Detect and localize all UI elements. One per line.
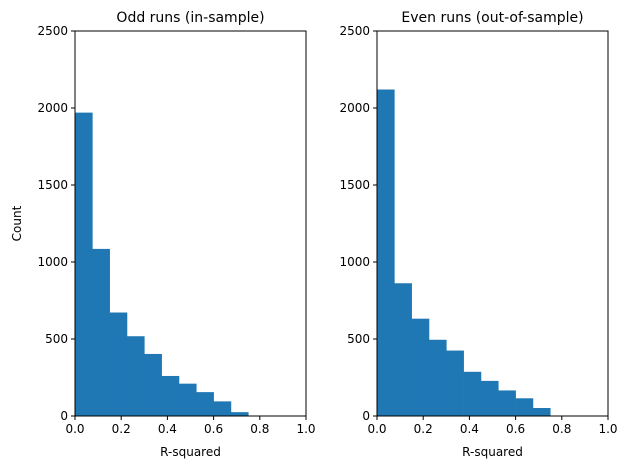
y-tick-label: 2500 — [339, 24, 370, 38]
y-tick-label: 1000 — [37, 255, 68, 269]
y-tick-label: 1500 — [37, 178, 68, 192]
y-tick-label: 500 — [347, 332, 370, 346]
x-tick-label: 1.0 — [296, 422, 315, 436]
histogram-bar — [196, 392, 214, 416]
y-tick-label: 1000 — [339, 255, 370, 269]
histogram-bar — [411, 318, 430, 416]
x-tick-label: 1.0 — [598, 422, 617, 436]
x-tick-label: 0.2 — [414, 422, 433, 436]
histogram-bar — [126, 336, 145, 416]
y-tick-label: 2500 — [37, 24, 68, 38]
x-tick-label: 0.8 — [552, 422, 571, 436]
y-tick-label: 0 — [60, 409, 68, 423]
y-tick-label: 1500 — [339, 178, 370, 192]
y-axis-label: Count — [10, 205, 24, 241]
histogram-bar — [213, 401, 232, 416]
histogram-bar — [230, 412, 249, 416]
histogram-bar — [161, 375, 180, 416]
histogram-bar — [463, 371, 482, 416]
chart-panel-1: 0.0 0.2 0.4 0.6 0.8 1.0 0 500 1000 1500 2000 2500 Od… — [10, 10, 316, 459]
y-tick-label: 500 — [45, 332, 68, 346]
histogram-bar — [377, 89, 395, 417]
x-axis-label: R-squared — [160, 445, 221, 459]
chart-panel-2: 0.0 0.2 0.4 0.6 0.8 1.0 0 500 1000 1500 2000 2500 Ev… — [339, 10, 617, 459]
x-tick-label: 0.6 — [204, 422, 223, 436]
x-tick-label: 0.0 — [65, 422, 84, 436]
histogram-bar — [178, 383, 197, 416]
histogram-bar — [532, 407, 551, 416]
chart-title: Even runs (out-of-sample) — [401, 10, 583, 26]
x-tick-label: 0.4 — [158, 422, 177, 436]
plot-frame — [74, 30, 307, 417]
histogram-bar — [515, 398, 534, 416]
histogram-bar — [480, 380, 499, 416]
histogram-bar — [92, 248, 110, 416]
histogram-bar — [394, 283, 412, 416]
x-tick-label: 0.8 — [250, 422, 269, 436]
x-tick-label: 0.0 — [367, 422, 386, 436]
histogram-bar — [446, 350, 464, 416]
histogram-bar — [109, 312, 128, 416]
x-tick-label: 0.4 — [460, 422, 479, 436]
x-tick-label: 0.2 — [112, 422, 131, 436]
y-tick-label: 2000 — [339, 101, 370, 115]
histogram-bar — [75, 112, 93, 417]
x-axis-label: R-squared — [462, 445, 523, 459]
chart-title: Odd runs (in-sample) — [116, 10, 264, 26]
histogram-bar — [144, 353, 162, 416]
y-tick-label: 2000 — [37, 101, 68, 115]
plot-frame — [376, 30, 609, 417]
histogram-bar — [498, 390, 516, 416]
x-tick-label: 0.6 — [506, 422, 525, 436]
histogram-bar — [428, 339, 447, 416]
y-tick-label: 0 — [362, 409, 370, 423]
